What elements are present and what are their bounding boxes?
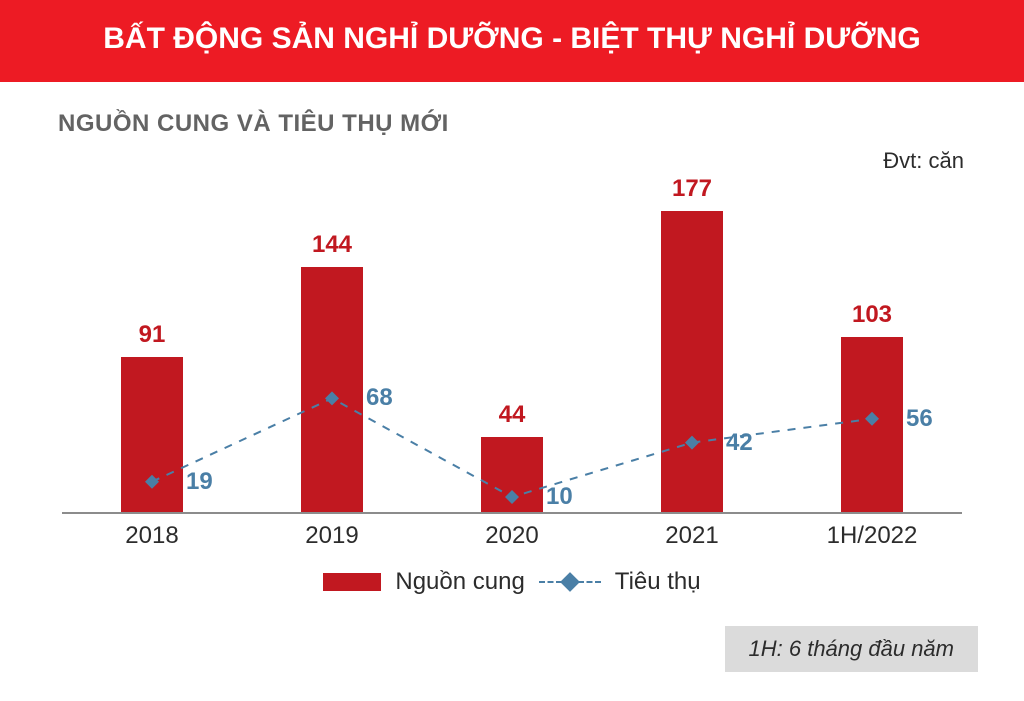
bar-value-label: 103 — [842, 301, 902, 329]
bar-value-label: 44 — [482, 401, 542, 429]
chart-area: 91 144 44 177 103 19 68 10 42 56 — [62, 174, 962, 514]
bar-value-label: 177 — [662, 175, 722, 203]
bar — [661, 211, 723, 512]
line-value-label: 68 — [366, 384, 393, 412]
x-axis-labels: 20182019202020211H/2022 — [62, 522, 962, 550]
line-value-label: 56 — [906, 405, 933, 433]
header-title: BẤT ĐỘNG SẢN NGHỈ DƯỠNG - BIỆT THỰ NGHỈ … — [103, 22, 921, 55]
bar — [121, 357, 183, 512]
legend-diamond-icon — [560, 572, 580, 592]
bar-value-label: 144 — [302, 231, 362, 259]
legend: Nguồn cung Tiêu thụ — [0, 568, 1024, 596]
bar — [481, 437, 543, 512]
x-axis-label: 2018 — [62, 522, 242, 550]
x-axis-label: 2019 — [242, 522, 422, 550]
legend-bar-swatch — [323, 573, 381, 591]
header-banner: BẤT ĐỘNG SẢN NGHỈ DƯỠNG - BIỆT THỰ NGHỈ … — [0, 0, 1024, 82]
x-axis-label: 1H/2022 — [782, 522, 962, 550]
plot-region: 91 144 44 177 103 19 68 10 42 56 — [62, 174, 962, 514]
x-axis-label: 2021 — [602, 522, 782, 550]
legend-bar-label: Nguồn cung — [395, 568, 524, 596]
legend-line-swatch — [539, 573, 601, 591]
chart-subtitle: NGUỒN CUNG VÀ TIÊU THỤ MỚI — [58, 110, 1024, 138]
unit-label: Đvt: căn — [0, 148, 964, 174]
line-value-label: 10 — [546, 483, 573, 511]
line-value-label: 19 — [186, 468, 213, 496]
footnote: 1H: 6 tháng đầu năm — [725, 626, 978, 672]
legend-line-label: Tiêu thụ — [615, 568, 701, 596]
bar — [301, 267, 363, 512]
bar — [841, 337, 903, 512]
line-value-label: 42 — [726, 429, 753, 457]
bar-value-label: 91 — [122, 321, 182, 349]
x-axis-label: 2020 — [422, 522, 602, 550]
